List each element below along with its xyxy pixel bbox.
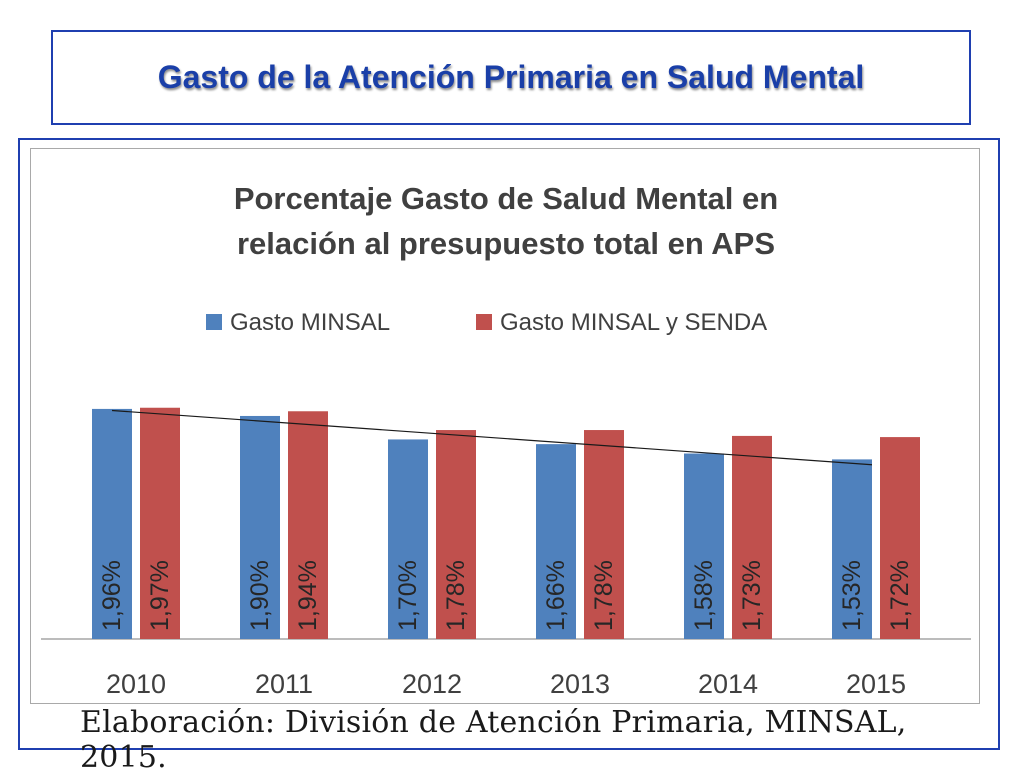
bar-0-2013 xyxy=(536,444,576,639)
chart-frame xyxy=(18,138,1000,750)
bar-0-2010 xyxy=(92,408,132,639)
bar-0-2015 xyxy=(832,459,872,639)
bar-1-2012 xyxy=(436,430,476,639)
bar-1-2014 xyxy=(732,435,772,639)
x-tick-label-2013: 2013 xyxy=(550,669,610,699)
legend-swatch-1 xyxy=(476,314,492,330)
chart-title-line: Porcentaje Gasto de Salud Mental en xyxy=(234,181,778,216)
data-label-1-2012: 1,78% xyxy=(442,560,470,631)
data-label-1-2011: 1,94% xyxy=(294,560,322,631)
page-title: Gasto de la Atención Primaria en Salud M… xyxy=(157,59,865,95)
x-tick-label-2014: 2014 xyxy=(698,669,758,699)
x-tick-label-2010: 2010 xyxy=(106,669,166,699)
bar-1-2015 xyxy=(880,437,920,639)
chart-svg: Porcentaje Gasto de Salud Mental en relac… xyxy=(41,181,971,699)
data-label-0-2012: 1,70% xyxy=(394,560,422,631)
data-label-1-2010: 1,97% xyxy=(146,560,174,631)
data-label-0-2011: 1,90% xyxy=(246,560,274,631)
legend-label-0: Gasto MINSAL xyxy=(230,309,390,336)
data-label-0-2015: 1,53% xyxy=(838,560,866,631)
x-tick-label-2015: 2015 xyxy=(846,669,906,699)
data-label-1-2014: 1,73% xyxy=(738,560,766,631)
data-label-1-2013: 1,78% xyxy=(590,560,618,631)
bar-1-2013 xyxy=(584,430,624,639)
source-note: Elaboración: División de Atención Primar… xyxy=(80,705,907,775)
legend-swatch-0 xyxy=(206,314,222,330)
bar-0-2011 xyxy=(240,415,280,639)
legend-label-1: Gasto MINSAL y SENDA xyxy=(500,309,767,336)
bar-0-2014 xyxy=(684,453,724,639)
bar-1-2011 xyxy=(288,411,328,639)
x-tick-label-2011: 2011 xyxy=(255,669,313,699)
trendline xyxy=(111,409,873,466)
chart-title-line: relación al presupuesto total en APS xyxy=(237,226,775,261)
data-label-0-2010: 1,96% xyxy=(98,560,126,631)
chart-area: Porcentaje Gasto de Salud Mental en relac… xyxy=(30,148,980,704)
bar-0-2012 xyxy=(388,439,428,639)
title-box: Gasto de la Atención Primaria en Salud M… xyxy=(51,30,971,125)
bar-1-2010 xyxy=(140,407,180,639)
data-label-0-2014: 1,58% xyxy=(690,560,718,631)
data-label-0-2013: 1,66% xyxy=(542,560,570,631)
data-label-1-2015: 1,72% xyxy=(886,560,914,631)
x-tick-label-2012: 2012 xyxy=(402,669,462,699)
